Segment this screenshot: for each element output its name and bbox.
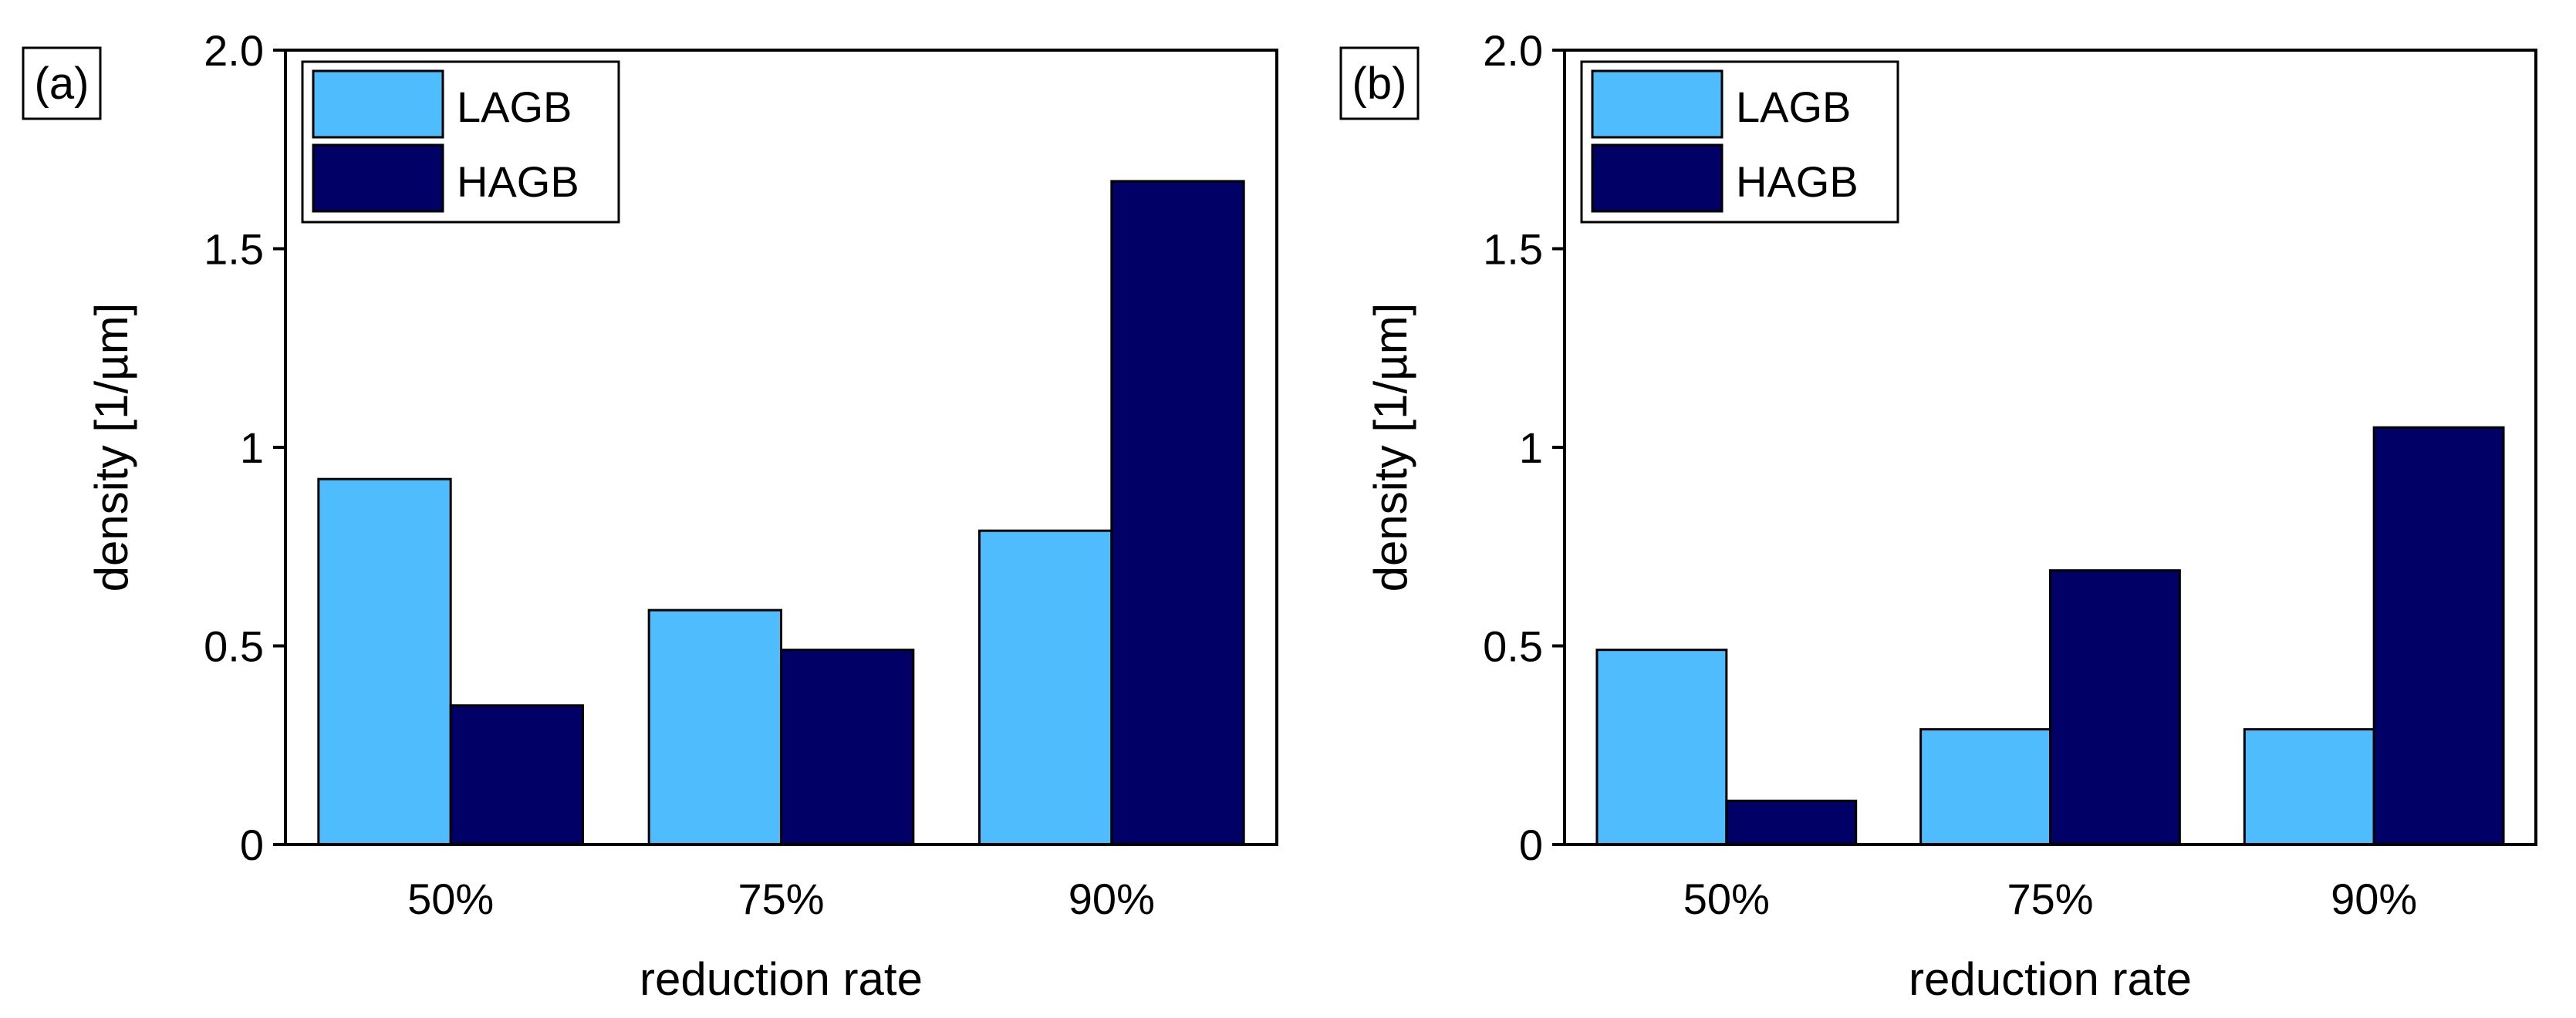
- y-axis-title: density [1/µm]: [1365, 303, 1416, 592]
- chart-panel-1: 0 0.5 1 1.5 2.0 50% 75% 90% reduction rate densit…: [1339, 26, 2537, 1005]
- panel-label-text: (b): [1352, 59, 1407, 109]
- y-tick-label: 0.5: [204, 622, 264, 671]
- bar-lagb-1: [647, 608, 783, 846]
- panel-label: (b): [1339, 46, 1420, 120]
- y-tick-label: 0: [240, 821, 264, 869]
- x-axis-title: reduction rate: [1909, 953, 2192, 1005]
- bar-hagb-2: [1110, 180, 1245, 846]
- y-tick-label: 2.0: [204, 26, 264, 75]
- y-axis-title: density [1/µm]: [86, 303, 137, 592]
- y-tick-label: 1: [1519, 423, 1543, 472]
- bar-hagb-0: [1725, 799, 1858, 846]
- x-tick-label: 75%: [2007, 875, 2093, 923]
- y-tick-label: 1.5: [204, 225, 264, 274]
- legend: LAGB HAGB: [1580, 60, 1899, 224]
- bar-hagb-0: [449, 704, 585, 846]
- x-tick-label: 90%: [1069, 875, 1155, 923]
- bar-lagb-0: [1595, 649, 1728, 846]
- bar-hagb-2: [2372, 426, 2505, 846]
- legend: LAGB HAGB: [301, 60, 620, 224]
- y-tick-label: 1.5: [1483, 225, 1543, 274]
- legend-label-lagb: LAGB: [1736, 83, 1851, 131]
- bar-hagb-1: [2049, 569, 2181, 846]
- legend-label-hagb: HAGB: [457, 157, 579, 206]
- x-tick-label: 90%: [2331, 875, 2417, 923]
- bar-lagb-2: [2243, 728, 2375, 846]
- legend-swatch-lagb: [312, 69, 444, 139]
- y-tick-label: 0.5: [1483, 622, 1543, 671]
- bar-lagb-1: [1919, 728, 2051, 846]
- panel-label-text: (a): [35, 59, 89, 109]
- y-tick-label: 1: [240, 423, 264, 472]
- panel-label: (a): [22, 46, 102, 120]
- panel-label-box: [22, 46, 102, 120]
- x-tick-label: 50%: [407, 875, 494, 923]
- x-tick-label: 75%: [738, 875, 824, 923]
- y-tick-label: 0: [1519, 821, 1543, 869]
- x-axis-title: reduction rate: [640, 953, 923, 1005]
- bar-lagb-2: [978, 529, 1113, 846]
- legend-label-lagb: LAGB: [457, 83, 572, 131]
- x-tick-label: 50%: [1683, 875, 1770, 923]
- chart-panel-0: 0 0.5 1 1.5 2.0 50% 75% 90% reduction rate densit…: [22, 26, 1278, 1005]
- legend-swatch-hagb: [312, 143, 444, 213]
- legend-swatch-lagb: [1591, 69, 1724, 139]
- legend-swatch-hagb: [1591, 143, 1724, 213]
- legend-label-hagb: HAGB: [1736, 157, 1859, 206]
- bar-hagb-1: [780, 649, 915, 846]
- bar-lagb-0: [317, 477, 452, 846]
- panel-label-box: [1339, 46, 1420, 120]
- y-tick-label: 2.0: [1483, 26, 1543, 75]
